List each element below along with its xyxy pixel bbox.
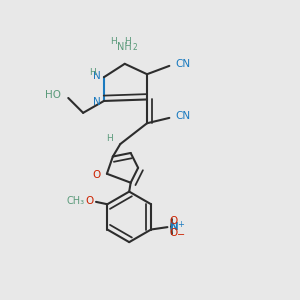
- Text: −: −: [177, 230, 185, 240]
- Text: H: H: [106, 134, 113, 143]
- Text: NH: NH: [117, 43, 132, 52]
- Text: CN: CN: [175, 59, 190, 69]
- Text: O: O: [86, 196, 94, 206]
- Text: N: N: [93, 98, 101, 107]
- Text: +: +: [177, 220, 184, 229]
- Text: 2: 2: [132, 43, 137, 52]
- Text: H: H: [124, 37, 131, 46]
- Text: H: H: [110, 37, 117, 46]
- Text: methoxy: methoxy: [88, 198, 94, 199]
- Text: N: N: [93, 71, 101, 81]
- Text: HO: HO: [45, 90, 61, 100]
- Text: H: H: [89, 68, 96, 77]
- Text: CN: CN: [175, 111, 190, 122]
- Text: O: O: [170, 216, 178, 226]
- Text: O: O: [170, 228, 178, 238]
- Text: N: N: [170, 221, 178, 232]
- Text: O: O: [93, 170, 101, 180]
- Text: CH₃: CH₃: [66, 196, 84, 206]
